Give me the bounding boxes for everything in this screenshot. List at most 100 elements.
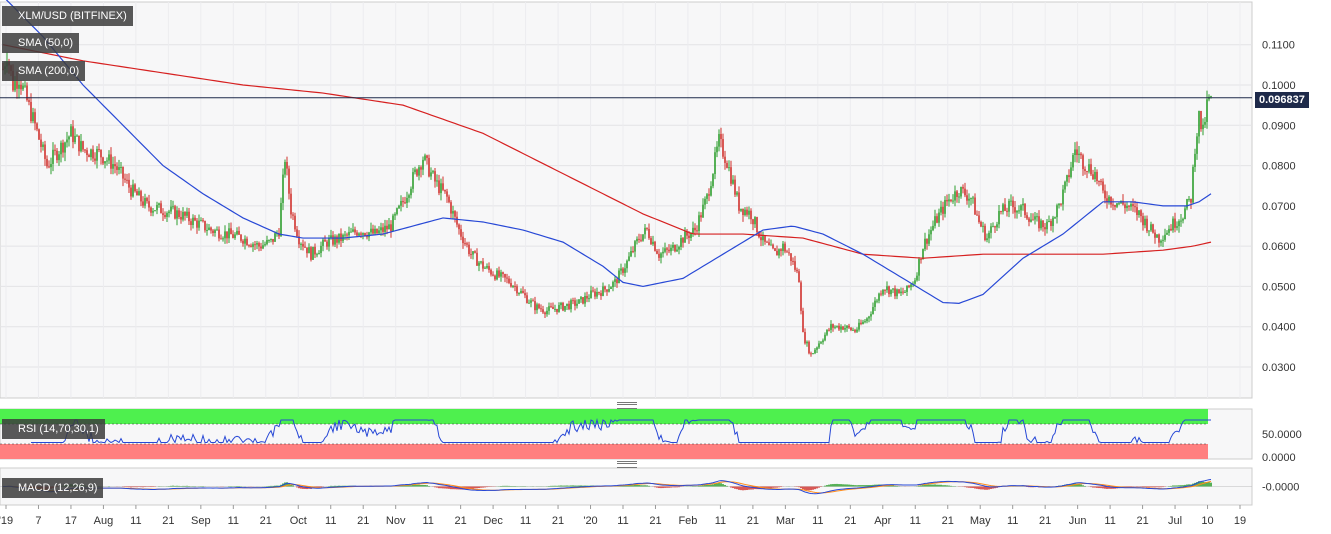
candle-body xyxy=(524,293,526,296)
macd-histogram-bar xyxy=(1092,486,1094,488)
macd-histogram-bar xyxy=(186,485,188,487)
macd-histogram-bar xyxy=(550,485,552,487)
macd-histogram-bar xyxy=(1204,482,1206,487)
macd-histogram-bar xyxy=(770,486,772,488)
candle-body xyxy=(508,278,510,283)
candle-body xyxy=(76,135,78,137)
candle-body xyxy=(268,239,270,241)
macd-histogram-bar xyxy=(676,486,678,488)
sma200-label[interactable]: SMA (200,0) xyxy=(2,61,86,81)
candle-body xyxy=(568,303,570,310)
rsi-tick-label: 50.0000 xyxy=(1262,429,1302,441)
macd-histogram-bar xyxy=(982,486,984,490)
macd-histogram-bar xyxy=(706,484,708,487)
candle-body xyxy=(818,343,820,348)
macd-histogram-bar xyxy=(292,485,294,487)
candle-body xyxy=(772,244,774,249)
candle-body xyxy=(558,305,560,312)
candle-body xyxy=(644,227,646,235)
x-tick-label: Feb xyxy=(678,515,697,527)
macd-label[interactable]: MACD (12,26,9) xyxy=(2,478,104,498)
candle-body xyxy=(396,208,398,215)
macd-histogram-bar xyxy=(804,486,806,490)
candle-body xyxy=(878,293,880,301)
candle-body xyxy=(1166,232,1168,235)
candle-body xyxy=(1176,226,1178,228)
pane-resize-handle[interactable] xyxy=(617,402,637,409)
x-tick-label: 11 xyxy=(1007,515,1018,527)
macd-histogram-bar xyxy=(486,486,488,488)
macd-histogram-bar xyxy=(968,486,970,488)
macd-histogram-bar xyxy=(274,485,276,487)
candle-body xyxy=(392,215,394,232)
candle-body xyxy=(32,112,34,122)
candle-body xyxy=(30,101,32,122)
macd-histogram-bar xyxy=(502,485,504,487)
candle-body xyxy=(866,318,868,322)
macd-histogram-bar xyxy=(866,485,868,487)
macd-histogram-bar xyxy=(150,486,152,488)
candle-body xyxy=(174,206,176,219)
macd-histogram-bar xyxy=(710,484,712,487)
macd-histogram-bar xyxy=(638,485,640,487)
candle-body xyxy=(198,220,200,228)
candle-body xyxy=(426,155,428,158)
x-tick-label: Aug xyxy=(94,515,114,527)
candle-body xyxy=(710,186,712,196)
x-tick-label: 21 xyxy=(162,515,174,527)
candle-body xyxy=(228,228,230,239)
candle-body xyxy=(776,250,778,256)
candle-body xyxy=(722,139,724,157)
candle-body xyxy=(310,247,312,260)
candle-body xyxy=(490,269,492,275)
candle-body xyxy=(380,227,382,231)
candle-body xyxy=(246,238,248,246)
candle-body xyxy=(764,236,766,242)
candle-body xyxy=(528,302,530,304)
rsi-label[interactable]: RSI (14,70,30,1) xyxy=(2,419,105,439)
candle-body xyxy=(1200,111,1202,130)
macd-histogram-bar xyxy=(1128,486,1130,488)
macd-histogram-bar xyxy=(436,486,438,488)
candle-body xyxy=(1052,217,1054,226)
candle-body xyxy=(154,210,156,212)
candle-body xyxy=(870,313,872,317)
candle-body xyxy=(1178,221,1180,227)
macd-histogram-bar xyxy=(920,485,922,487)
macd-histogram-bar xyxy=(562,485,564,487)
candle-body xyxy=(262,245,264,249)
symbol-label[interactable]: XLM/USD (BITFINEX) xyxy=(2,6,133,26)
macd-histogram-bar xyxy=(480,486,482,488)
candle-body xyxy=(768,242,770,245)
candle-body xyxy=(614,279,616,282)
candle-body xyxy=(332,235,334,245)
sma50-label[interactable]: SMA (50,0) xyxy=(2,33,80,53)
candle-body xyxy=(1104,190,1106,199)
candle-body xyxy=(430,172,432,177)
pane-resize-handle[interactable] xyxy=(617,461,637,468)
macd-histogram-bar xyxy=(130,486,132,488)
candle-body xyxy=(1122,200,1124,205)
candle-body xyxy=(196,220,198,228)
candle-body xyxy=(640,239,642,241)
candle-body xyxy=(950,199,952,202)
macd-histogram-bar xyxy=(140,486,142,488)
candle-body xyxy=(498,270,500,277)
candle-body xyxy=(304,246,306,248)
candle-body xyxy=(510,282,512,287)
candle-body xyxy=(672,244,674,248)
macd-histogram-bar xyxy=(868,485,870,487)
macd-histogram-bar xyxy=(848,484,850,487)
x-tick-label: 21 xyxy=(649,515,661,527)
macd-histogram-bar xyxy=(286,482,288,487)
candle-body xyxy=(548,306,550,311)
candle-body xyxy=(554,308,556,310)
x-tick-label: 11 xyxy=(325,515,336,527)
candle-body xyxy=(494,275,496,280)
macd-histogram-bar xyxy=(718,483,720,487)
candle-body xyxy=(628,256,630,261)
candle-body xyxy=(780,249,782,251)
macd-line xyxy=(2,478,1212,495)
macd-histogram-bar xyxy=(1094,486,1096,488)
candle-body xyxy=(366,235,368,238)
